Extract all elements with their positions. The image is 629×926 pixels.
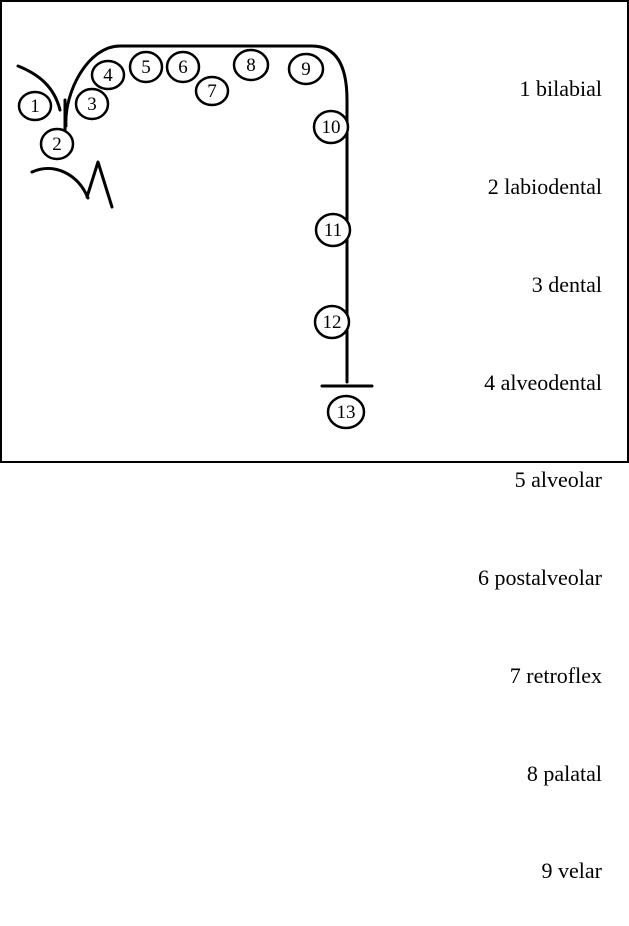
marker-number: 13 — [337, 402, 356, 423]
marker-number: 1 — [30, 96, 40, 117]
marker-number: 9 — [301, 59, 311, 80]
place-marker-4: 4 — [90, 59, 126, 91]
place-marker-8: 8 — [232, 48, 270, 82]
place-marker-9: 9 — [287, 52, 325, 86]
legend-item: 6 postalveolar — [477, 565, 602, 591]
legend-item: 7 retroflex — [509, 662, 602, 688]
marker-circle — [314, 212, 352, 248]
legend-item: 3 dental — [531, 271, 602, 297]
marker-number: 12 — [323, 312, 342, 333]
marker-number: 11 — [324, 220, 342, 241]
legend-item: 8 palatal — [526, 760, 602, 786]
legend-item: 4 alveodental — [484, 369, 602, 395]
place-marker-10: 10 — [312, 109, 350, 145]
place-marker-3: 3 — [74, 87, 110, 121]
marker-circle — [17, 90, 53, 122]
place-legend: 1 bilabial 2 labiodental 3 dental 4 alve… — [422, 8, 602, 926]
marker-number: 7 — [207, 81, 217, 102]
place-marker-5: 5 — [128, 50, 164, 84]
marker-number: 2 — [52, 134, 62, 155]
teeth-outline — [85, 160, 114, 209]
marker-circle — [313, 304, 351, 340]
marker-circle — [287, 52, 325, 86]
marker-number: 3 — [87, 94, 97, 115]
diagram-frame: 1 2 3 4 5 6 7 8 9 10 11 12 13 1 bilabial 2 labiodent… — [0, 0, 629, 883]
marker-number: 8 — [246, 55, 256, 76]
marker-circle — [90, 59, 126, 91]
legend-item: 5 alveolar — [514, 467, 602, 493]
upper-lip-outline — [16, 64, 62, 112]
place-marker-6: 6 — [165, 50, 201, 84]
marker-circle — [326, 394, 366, 430]
place-marker-7: 7 — [194, 75, 230, 107]
marker-circle — [232, 48, 270, 82]
lower-lip-outline — [30, 166, 90, 200]
place-marker-1: 1 — [17, 90, 53, 122]
place-marker-13: 13 — [326, 394, 366, 430]
marker-circle — [39, 127, 75, 161]
marker-circle — [74, 87, 110, 121]
legend-item: 9 velar — [541, 858, 602, 884]
marker-circle — [312, 109, 350, 145]
place-marker-2: 2 — [39, 127, 75, 161]
palate-outline — [64, 44, 349, 384]
legend-item: 2 labiodental — [487, 173, 602, 199]
marker-circle — [128, 50, 164, 84]
place-marker-12: 12 — [313, 304, 351, 340]
marker-circle — [165, 50, 201, 84]
marker-number: 6 — [178, 57, 188, 78]
place-marker-11: 11 — [314, 212, 352, 248]
marker-number: 4 — [103, 65, 113, 86]
marker-number: 5 — [141, 57, 151, 78]
marker-circle — [194, 75, 230, 107]
legend-item: 1 bilabial — [519, 76, 602, 102]
marker-number: 10 — [322, 117, 341, 138]
